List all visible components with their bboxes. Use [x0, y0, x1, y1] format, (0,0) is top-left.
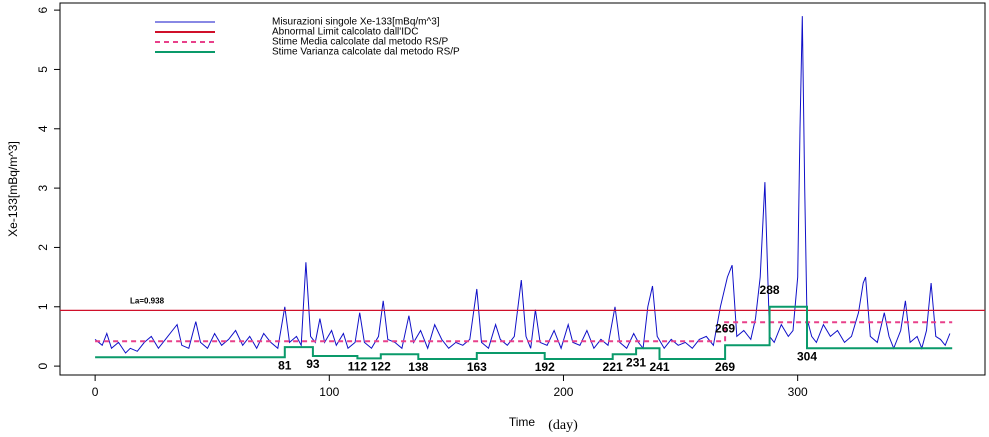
series-line [95, 321, 953, 343]
change-point-label: 192 [535, 360, 555, 374]
y-tick-label: 5 [36, 66, 50, 73]
change-point-label: 269 [715, 322, 735, 336]
y-tick-label: 3 [36, 184, 50, 191]
x-axis-label: Time [509, 415, 536, 429]
legend-label: Misurazioni singole Xe-133[mBq/m^3] [272, 17, 440, 28]
x-tick-label: 0 [92, 385, 99, 399]
series-line [94, 16, 951, 354]
y-tick-label: 0 [36, 362, 50, 369]
change-point-label: 241 [649, 360, 669, 374]
x-axis-unit: (day) [548, 418, 578, 433]
y-tick-label: 2 [36, 244, 50, 251]
y-tick-label: 1 [36, 303, 50, 310]
legend-label: Stime Media calcolate dal metodo RS/P [272, 37, 449, 48]
change-point-label: 81 [278, 358, 292, 372]
y-tick-label: 4 [36, 125, 50, 132]
series-line [95, 305, 953, 360]
change-point-label: 288 [760, 283, 780, 297]
change-point-label: 93 [306, 357, 320, 371]
x-tick-label: 300 [788, 385, 808, 399]
legend-label: Abnormal Limit calcolato dall'IDC [272, 27, 418, 38]
plot-frame [59, 2, 986, 376]
change-point-label: 112 [348, 360, 368, 374]
change-point-label: 221 [603, 360, 623, 374]
change-point-label: 231 [626, 355, 646, 369]
change-point-label: 138 [408, 360, 428, 374]
legend-label: Stime Varianza calcolate dal metodo RS/P [272, 47, 460, 58]
change-point-label: 304 [797, 349, 817, 363]
x-tick-label: 100 [319, 385, 339, 399]
y-axis-label: Xe-133[mBq/m^3] [6, 141, 20, 237]
x-tick-label: 200 [553, 385, 573, 399]
change-point-label: 163 [467, 360, 487, 374]
annotation: La=0.938 [130, 297, 165, 306]
change-point-label: 269 [715, 360, 735, 374]
change-point-label: 122 [371, 360, 391, 374]
y-tick-label: 6 [36, 6, 50, 13]
